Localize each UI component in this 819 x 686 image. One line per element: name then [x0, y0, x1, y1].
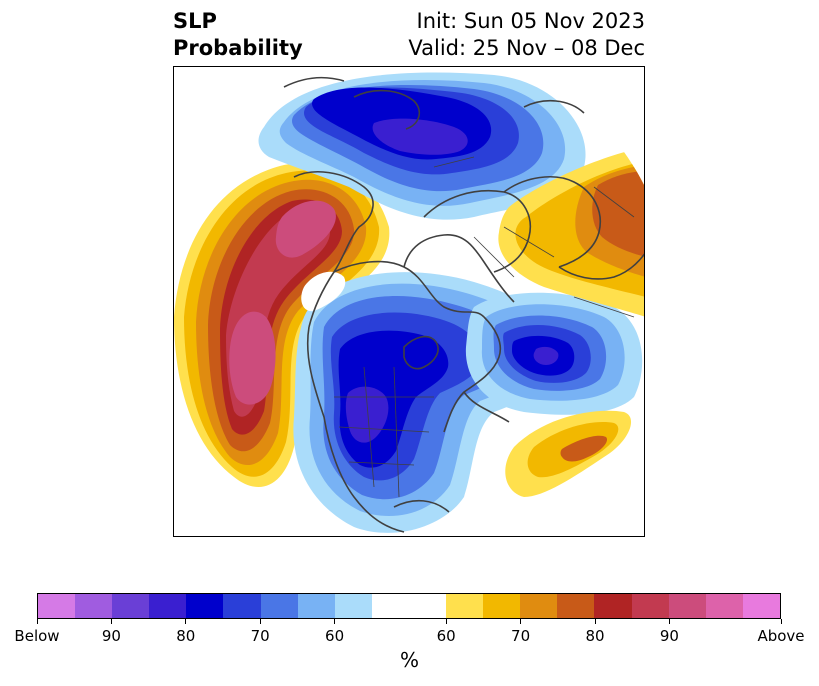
- pacific-above-90: [229, 311, 276, 405]
- colorbar-tick: [185, 619, 187, 624]
- colorbar-segment: [186, 594, 224, 618]
- colorbar-segment: [557, 594, 595, 618]
- colorbar-segment: [223, 594, 261, 618]
- colorbar-ticks: Below 90 80 70 60 60 70 80 90 Above: [0, 619, 819, 649]
- atlantic-below-90: [533, 346, 559, 365]
- colorbar-tick-label: Below: [14, 627, 60, 645]
- colorbar-tick: [520, 619, 522, 624]
- colorbar-segment: [112, 594, 150, 618]
- atlantic-above-75: [560, 435, 608, 462]
- probability-fields: [174, 72, 644, 533]
- valid-range: Valid: 25 Nov – 08 Dec: [408, 36, 645, 60]
- map-panel: [173, 66, 645, 537]
- colorbar-tick: [110, 619, 112, 624]
- colorbar-segment: [149, 594, 187, 618]
- political-borders: [334, 156, 635, 498]
- colorbar-segment: [371, 594, 409, 618]
- title-line-2: Probability: [173, 36, 303, 60]
- title-line-1: SLP: [173, 9, 217, 33]
- coastlines: [283, 76, 644, 533]
- colorbar-tick: [36, 619, 38, 624]
- colorbar-tick-label: 70: [250, 627, 270, 645]
- colorbar-tick: [668, 619, 670, 624]
- colorbar-unit-label: %: [399, 648, 419, 672]
- colorbar-segment: [334, 594, 372, 618]
- colorbar-segment: [668, 594, 706, 618]
- colorbar-segment: [705, 594, 743, 618]
- colorbar-tick-label: 90: [101, 627, 121, 645]
- colorbar-tick: [445, 619, 447, 624]
- europe-above-75: [592, 171, 644, 257]
- colorbar-tick-label: 90: [659, 627, 679, 645]
- colorbar-segment: [594, 594, 632, 618]
- colorbar-segment: [520, 594, 558, 618]
- colorbar-tick-label: 80: [585, 627, 605, 645]
- colorbar-segment: [297, 594, 335, 618]
- colorbar-segment: [742, 594, 780, 618]
- colorbar-tick: [594, 619, 596, 624]
- colorbar-segment: [631, 594, 669, 618]
- colorbar: [37, 593, 781, 619]
- gulf-alaska-above-90: [275, 200, 336, 258]
- valid-period: Init: Sun 05 Nov 2023 Valid: 25 Nov – 08…: [408, 8, 645, 62]
- colorbar-segment: [446, 594, 484, 618]
- colorbar-tick-label: 60: [436, 627, 456, 645]
- colorbar-segment: [483, 594, 521, 618]
- colorbar-tick: [334, 619, 336, 624]
- colorbar-segment: [75, 594, 113, 618]
- colorbar-tick: [259, 619, 261, 624]
- colorbar-segment: [38, 594, 76, 618]
- arctic-below-90: [372, 118, 468, 155]
- colorbar-tick-label: 70: [511, 627, 531, 645]
- colorbar-segment: [260, 594, 298, 618]
- colorbar-tick: [780, 619, 782, 624]
- colorbar-tick-label: 60: [325, 627, 345, 645]
- map-title: SLP Probability: [173, 8, 303, 62]
- na-below-90: [345, 386, 389, 443]
- colorbar-segment: [408, 594, 447, 618]
- init-date: Init: Sun 05 Nov 2023: [416, 9, 645, 33]
- probability-map: [174, 72, 644, 533]
- colorbar-tick-label: Above: [757, 627, 805, 645]
- colorbar-tick-label: 80: [176, 627, 196, 645]
